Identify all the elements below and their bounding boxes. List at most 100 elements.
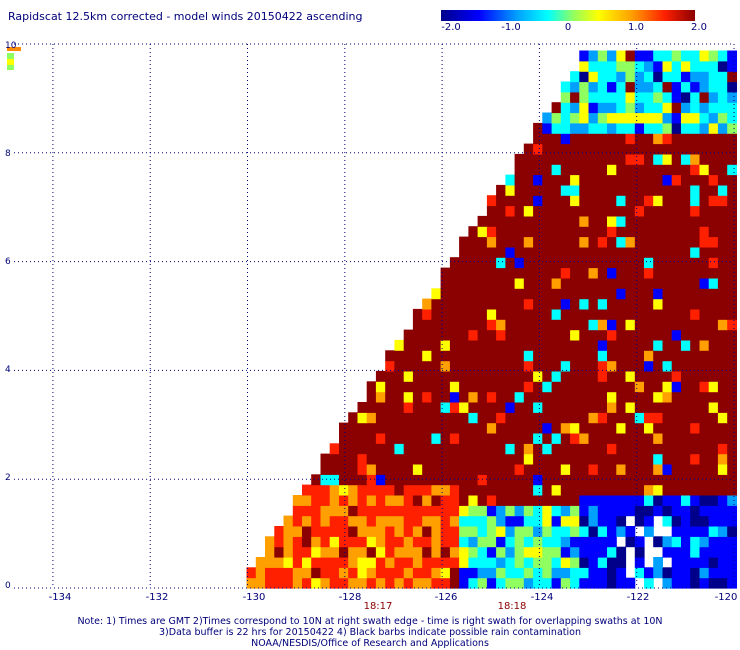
wind-cell [560, 329, 571, 341]
wind-cell [468, 443, 479, 455]
wind-cell [477, 567, 488, 579]
wind-cell [514, 391, 525, 403]
wind-cell [625, 402, 636, 413]
wind-cell [514, 164, 525, 176]
wind-cell [533, 402, 543, 413]
wind-cell [486, 236, 497, 248]
wind-cell [671, 443, 682, 455]
wind-cell [523, 267, 534, 279]
wind-cell [486, 246, 497, 258]
wind-cell [505, 433, 516, 444]
wind-cell [579, 308, 590, 320]
wind-cell [727, 546, 737, 558]
wind-cell [477, 277, 488, 289]
wind-cell [560, 453, 571, 465]
wind-cell [440, 370, 451, 382]
wind-cell [597, 505, 608, 517]
wind-cell [533, 184, 543, 196]
wind-cell [514, 329, 525, 341]
wind-cell [607, 391, 617, 403]
wind-cell [717, 370, 728, 382]
wind-cell [625, 215, 636, 227]
wind-cell [644, 319, 654, 331]
wind-cell [662, 288, 673, 300]
wind-cell [542, 422, 553, 434]
wind-cell [634, 277, 645, 289]
wind-cell [560, 505, 571, 517]
wind-cell [394, 495, 405, 506]
wind-cell [717, 205, 728, 217]
wind-cell [440, 536, 451, 548]
wind-cell [560, 381, 571, 393]
wind-cell [616, 319, 627, 331]
wind-cell [459, 515, 469, 527]
wind-cell [542, 112, 553, 124]
wind-cell [634, 515, 645, 527]
wind-cell [699, 515, 710, 527]
wind-cell [681, 60, 691, 72]
wind-cell [717, 288, 728, 300]
wind-cell [468, 308, 479, 320]
wind-cell [477, 381, 488, 393]
wind-cell [625, 391, 636, 403]
wind-cell [681, 174, 691, 186]
wind-cell [486, 226, 497, 238]
wind-cell [616, 60, 627, 72]
wind-cell [560, 226, 571, 238]
wind-cell [449, 339, 460, 351]
wind-cell [274, 536, 285, 548]
wind-cell [717, 81, 728, 93]
wind-cell [542, 164, 553, 176]
wind-cell [671, 484, 682, 496]
wind-cell [551, 453, 562, 465]
wind-cell [394, 381, 405, 393]
wind-cell [468, 453, 479, 465]
wind-cell [394, 402, 405, 413]
wind-cell [690, 133, 700, 145]
wind-cell [320, 546, 331, 558]
wind-cell [412, 319, 423, 331]
wind-cell [459, 402, 469, 413]
wind-cell [551, 257, 562, 269]
wind-cell [671, 267, 682, 279]
wind-cell [727, 433, 737, 444]
wind-cell [681, 402, 691, 413]
wind-cell [477, 546, 488, 558]
wind-cell [653, 205, 663, 217]
wind-cell [560, 526, 571, 537]
wind-cell [394, 474, 405, 486]
lon-tick-label: -124 [530, 592, 554, 603]
wind-cell [302, 557, 312, 568]
wind-cell [588, 577, 599, 589]
wind-cell [607, 298, 617, 310]
wind-cell [431, 308, 442, 320]
wind-cell [690, 205, 700, 217]
wind-cell [699, 567, 710, 579]
wind-cell [514, 205, 525, 217]
wind-cell [662, 184, 673, 196]
wind-cell [292, 546, 303, 558]
wind-cell [422, 350, 432, 362]
wind-cell [579, 557, 590, 568]
wind-cell [690, 174, 700, 186]
wind-cell [431, 567, 442, 579]
wind-cell [634, 205, 645, 217]
wind-cell [292, 536, 303, 548]
wind-cell [662, 102, 673, 114]
wind-cell [283, 536, 294, 548]
wind-cell [644, 226, 654, 238]
wind-cell [496, 391, 506, 403]
wind-cell [348, 567, 358, 579]
wind-cell [653, 246, 663, 258]
wind-cell [597, 422, 608, 434]
wind-cell [523, 370, 534, 382]
wind-cell [588, 164, 599, 176]
wind-cell [265, 557, 275, 568]
wind-cell [533, 236, 543, 248]
wind-cell [542, 195, 553, 207]
wind-cell [477, 226, 488, 238]
wind-cell [634, 557, 645, 568]
wind-cell [486, 370, 497, 382]
wind-cell [459, 267, 469, 279]
wind-cell [477, 484, 488, 496]
